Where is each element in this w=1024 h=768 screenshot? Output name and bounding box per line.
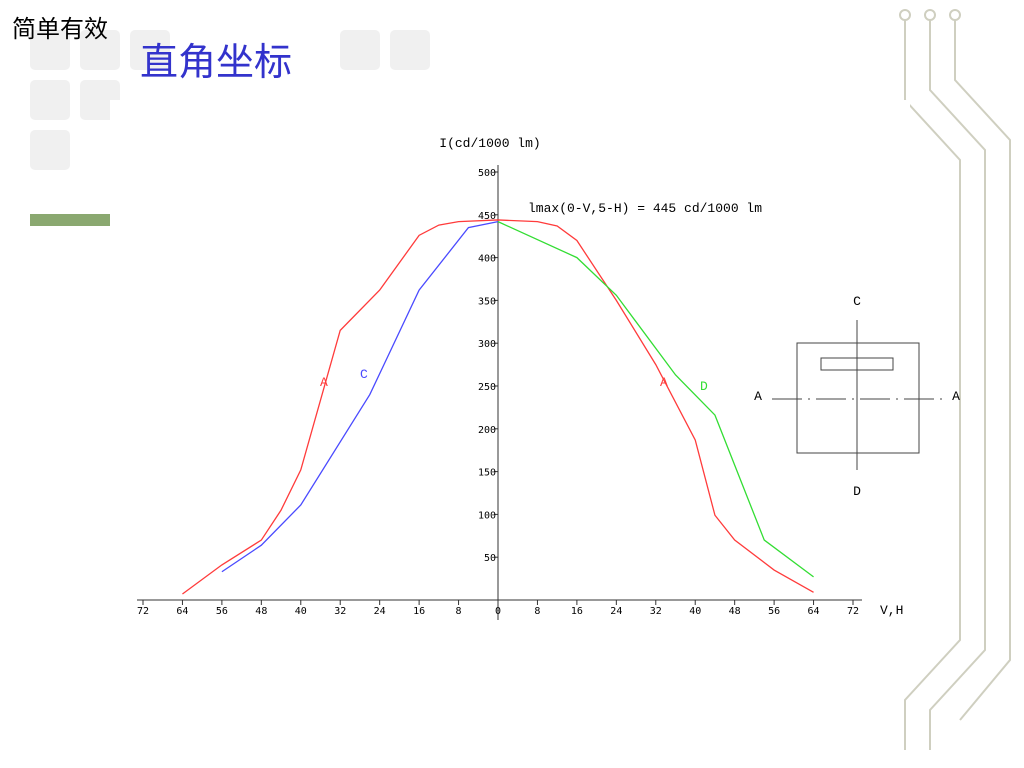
x-tick-label: 64 bbox=[808, 606, 820, 617]
background-decoration bbox=[30, 30, 430, 226]
y-tick-label: 200 bbox=[478, 425, 496, 436]
x-tick-label: 0 bbox=[495, 606, 501, 617]
series-line bbox=[497, 221, 814, 578]
x-tick-label: 48 bbox=[729, 606, 741, 617]
x-tick-label: 8 bbox=[534, 606, 540, 617]
y-tick-label: 500 bbox=[478, 168, 496, 179]
y-tick-label: 50 bbox=[484, 553, 496, 564]
y-tick-label: 300 bbox=[478, 339, 496, 350]
y-tick-label: 150 bbox=[478, 468, 496, 479]
x-tick-label: 24 bbox=[374, 606, 386, 617]
x-tick-label: 72 bbox=[137, 606, 149, 617]
y-tick-label: 350 bbox=[478, 296, 496, 307]
x-tick-label: 8 bbox=[456, 606, 462, 617]
x-tick-label: 32 bbox=[334, 606, 346, 617]
curve-label: A bbox=[660, 375, 668, 390]
curve-label: C bbox=[360, 367, 368, 382]
x-tick-label: 56 bbox=[768, 606, 780, 617]
curve-label: A bbox=[320, 375, 328, 390]
annotation: lmax(0-V,5-H) = 445 cd/1000 lm bbox=[528, 201, 762, 216]
y-axis-label: I(cd/1000 lm) bbox=[439, 136, 540, 151]
curve-label: D bbox=[700, 379, 708, 394]
x-tick-label: 24 bbox=[610, 606, 622, 617]
x-tick-label: 64 bbox=[176, 606, 188, 617]
x-tick-label: 48 bbox=[255, 606, 267, 617]
inset-diagram bbox=[772, 320, 942, 470]
x-tick-label: 72 bbox=[847, 606, 859, 617]
inset-label: A bbox=[952, 389, 960, 404]
x-tick-label: 32 bbox=[650, 606, 662, 617]
x-tick-label: 56 bbox=[216, 606, 228, 617]
inset-label: A bbox=[754, 389, 762, 404]
circuit-decoration bbox=[899, 9, 1011, 750]
x-tick-label: 16 bbox=[413, 606, 425, 617]
inset-label: D bbox=[853, 484, 861, 499]
x-tick-label: 16 bbox=[571, 606, 583, 617]
slide-title: 直角坐标 bbox=[140, 42, 292, 84]
y-tick-label: 400 bbox=[478, 254, 496, 265]
y-tick-label: 100 bbox=[478, 510, 496, 521]
inset-label: C bbox=[853, 294, 861, 309]
x-axis-label: V,H bbox=[880, 603, 903, 618]
x-tick-label: 40 bbox=[295, 606, 307, 617]
slide-tag: 简单有效 bbox=[12, 16, 108, 43]
series-line bbox=[182, 219, 814, 595]
x-tick-label: 40 bbox=[689, 606, 701, 617]
y-tick-label: 450 bbox=[478, 211, 496, 222]
y-tick-label: 250 bbox=[478, 382, 496, 393]
series-line bbox=[221, 221, 499, 573]
